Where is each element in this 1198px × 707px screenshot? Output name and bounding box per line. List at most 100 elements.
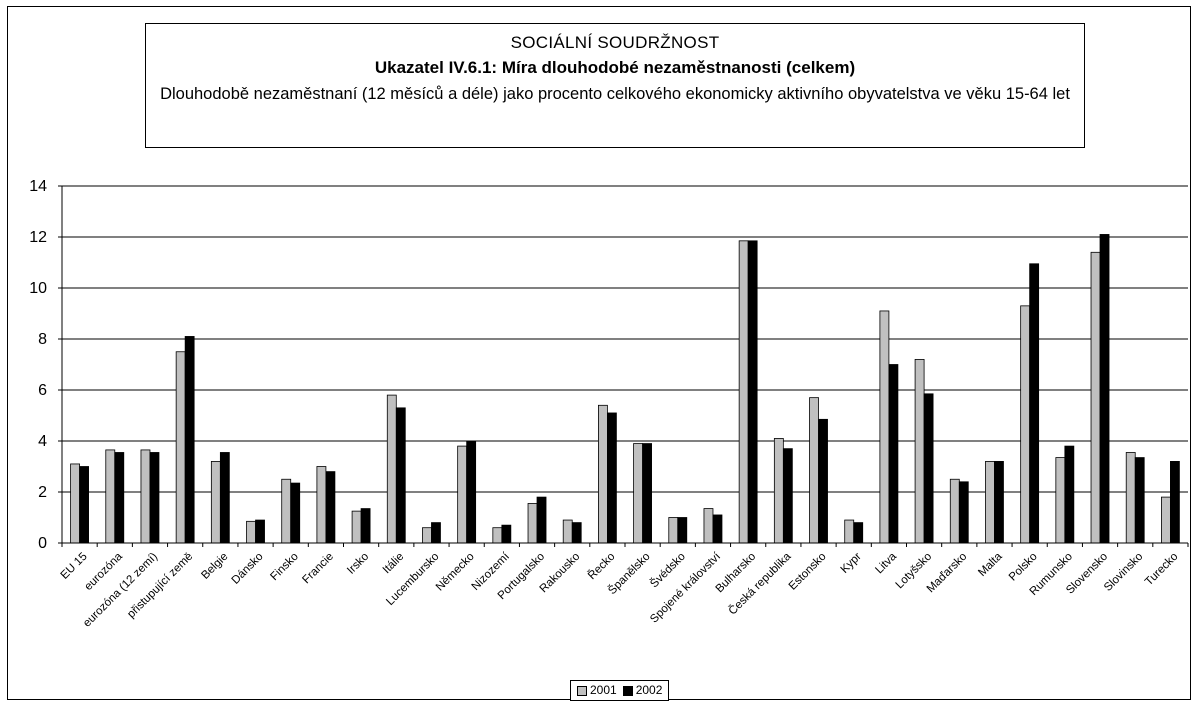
x-tick-label: Polsko xyxy=(1007,551,1040,584)
chart-title-box: SOCIÁLNÍ SOUDRŽNOST Ukazatel IV.6.1: Mír… xyxy=(145,23,1085,148)
y-tick-label: 10 xyxy=(29,280,47,297)
bar-2001 xyxy=(351,510,362,544)
x-tick-label: Dánsko xyxy=(230,551,266,587)
bar-2002 xyxy=(1029,263,1040,544)
bar-2001 xyxy=(175,351,186,544)
bar-2002 xyxy=(466,440,477,544)
bar-2002 xyxy=(994,460,1004,544)
x-tick-label: Irsko xyxy=(345,551,371,577)
bar-2001 xyxy=(668,517,679,544)
y-tick-label: 12 xyxy=(29,229,47,246)
y-tick-label: 2 xyxy=(38,484,47,501)
bar-2002 xyxy=(360,508,371,544)
bar-2002 xyxy=(747,240,758,544)
bar-2002 xyxy=(571,522,582,544)
bar-2001 xyxy=(1020,305,1031,544)
bar-2001 xyxy=(985,460,995,544)
bar-2001 xyxy=(386,394,397,544)
bar-2002 xyxy=(501,524,512,544)
bar-2002 xyxy=(712,514,723,544)
bar-2002 xyxy=(536,496,547,544)
bar-2002 xyxy=(290,482,301,544)
bar-2001 xyxy=(879,310,890,544)
bar-2002 xyxy=(1099,234,1110,544)
bar-2002 xyxy=(607,412,617,544)
bar-2001 xyxy=(633,443,643,544)
legend-item-2001: 2001 xyxy=(577,681,617,700)
bar-2001 xyxy=(1090,251,1101,544)
y-tick-label: 4 xyxy=(38,433,47,450)
x-tick-label: Itálie xyxy=(381,551,407,577)
bar-2001 xyxy=(422,527,432,544)
x-tick-label: Řecko xyxy=(585,550,617,582)
x-tick-label: Litva xyxy=(873,550,899,576)
y-tick-label: 6 xyxy=(38,382,47,399)
bar-2001 xyxy=(140,449,151,544)
bar-2002 xyxy=(431,522,441,544)
x-tick-label: Estonsko xyxy=(787,551,829,593)
x-tick-label: Česká republika xyxy=(726,550,794,618)
x-tick-label: Finsko xyxy=(268,551,300,583)
x-tick-label: Německo xyxy=(434,551,477,594)
bar-2002 xyxy=(818,418,828,544)
x-tick-label: Slovinsko xyxy=(1102,551,1145,594)
bar-2002 xyxy=(114,452,125,544)
bar-2001 xyxy=(773,438,784,544)
bar-2001 xyxy=(598,404,608,544)
bar-2001 xyxy=(844,519,855,544)
x-tick-label: přistupující země xyxy=(125,551,195,621)
bar-2001 xyxy=(70,463,80,544)
bar-2002 xyxy=(1170,460,1180,544)
x-tick-label: Spojené království xyxy=(648,550,723,625)
bar-2001 xyxy=(738,240,749,544)
bar-2001 xyxy=(949,478,960,544)
chart-legend: 2001 2002 xyxy=(570,680,670,701)
bar-2002 xyxy=(79,466,89,544)
bar-2002 xyxy=(184,336,195,544)
bar-2001 xyxy=(703,508,714,544)
x-tick-label: Turecko xyxy=(1143,551,1181,589)
bar-2002 xyxy=(677,517,688,544)
bar-2001 xyxy=(492,527,503,544)
x-tick-label: Belgie xyxy=(199,551,230,582)
bar-2001 xyxy=(105,449,116,544)
bar-2001 xyxy=(457,445,468,544)
bar-2002 xyxy=(395,407,406,544)
bar-2001 xyxy=(1161,496,1171,544)
bar-2001 xyxy=(914,358,925,544)
y-tick-label: 0 xyxy=(38,535,47,552)
bar-2001 xyxy=(316,466,327,544)
bar-2001 xyxy=(246,520,256,544)
bar-2002 xyxy=(958,481,969,544)
y-tick-label: 8 xyxy=(38,331,47,348)
indicator-description: Dlouhodobě nezaměstnaní (12 měsíců a dél… xyxy=(160,85,1070,103)
bar-2002 xyxy=(325,471,336,544)
bar-2002 xyxy=(255,519,265,544)
x-tick-label: Kypr xyxy=(839,551,864,576)
bar-2002 xyxy=(642,443,652,544)
bar-2002 xyxy=(149,452,160,544)
bar-2002 xyxy=(923,393,934,544)
indicator-title: Ukazatel IV.6.1: Míra dlouhodobé nezaměs… xyxy=(374,58,856,77)
legend-item-2002: 2002 xyxy=(622,681,663,700)
bar-2001 xyxy=(562,519,573,544)
bar-2001 xyxy=(809,397,819,544)
bar-2002 xyxy=(1134,457,1145,544)
bar-2002 xyxy=(782,448,793,544)
y-tick-label: 14 xyxy=(29,178,47,195)
legend-swatch xyxy=(577,685,587,696)
section-title: SOCIÁLNÍ SOUDRŽNOST xyxy=(510,33,720,52)
legend-swatch xyxy=(622,685,633,696)
legend-label: 2001 xyxy=(590,683,617,697)
bar-2001 xyxy=(281,478,292,544)
bar-2001 xyxy=(210,460,221,544)
x-tick-label: EU 15 xyxy=(59,551,90,582)
legend-label: 2002 xyxy=(635,683,663,697)
bar-2002 xyxy=(219,452,230,544)
x-tick-label: Francie xyxy=(300,551,336,587)
bar-2001 xyxy=(527,503,538,544)
bar-2002 xyxy=(1064,445,1075,544)
bar-2001 xyxy=(1055,457,1066,544)
bar-2002 xyxy=(888,364,899,544)
